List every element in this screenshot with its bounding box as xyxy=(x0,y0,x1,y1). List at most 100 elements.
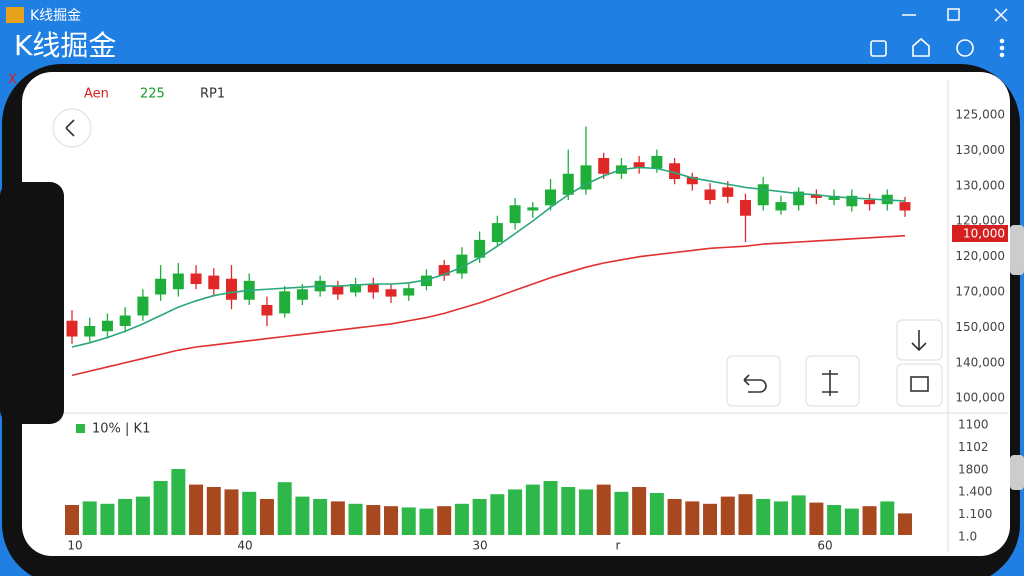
candle-body xyxy=(899,202,911,211)
header-icons[interactable] xyxy=(870,37,1005,58)
price-label: 140,000 xyxy=(955,355,1005,369)
undo-icon xyxy=(743,374,767,393)
ma-line xyxy=(71,234,906,377)
volume-bar xyxy=(561,487,576,535)
volume-bar xyxy=(472,499,487,535)
volume-bar xyxy=(898,513,912,535)
price-label: 125,000 xyxy=(955,108,1005,122)
volume-bar xyxy=(543,481,558,535)
back-icon xyxy=(65,119,75,137)
volume-bar xyxy=(65,505,79,535)
icon-menu[interactable] xyxy=(999,38,1005,44)
x-label: 60 xyxy=(817,539,832,553)
volume-bar xyxy=(171,469,186,535)
x-label: 10 xyxy=(67,539,82,553)
candle-body xyxy=(598,158,610,174)
volume-legend: 10% | K1 xyxy=(92,422,150,437)
volume-bar xyxy=(809,502,824,535)
icon-menu-dot xyxy=(999,45,1005,51)
volume-bar xyxy=(295,496,310,535)
volume-label: 1.400 xyxy=(958,485,992,499)
volume-bar xyxy=(632,487,647,535)
candle-body xyxy=(864,200,876,205)
icon-store[interactable] xyxy=(870,40,887,57)
price-label: 120,000 xyxy=(955,214,1005,228)
back-button[interactable] xyxy=(52,108,92,148)
volume-bar xyxy=(525,484,540,535)
candle-body xyxy=(403,288,415,296)
volume-legend-swatch xyxy=(76,424,85,433)
candle-body xyxy=(190,273,202,284)
price-label: 170,000 xyxy=(955,285,1005,299)
volume-bar xyxy=(614,491,629,535)
x-label: 30 xyxy=(472,539,487,553)
candle-body xyxy=(226,278,238,300)
candle-body xyxy=(491,223,503,242)
price-label: 120,000 xyxy=(955,249,1005,263)
chart-tools[interactable] xyxy=(726,319,943,407)
volume-bar xyxy=(490,494,505,535)
ma-line xyxy=(71,166,906,348)
legend-entry: 225 xyxy=(140,87,165,102)
candle-body xyxy=(793,191,805,206)
close[interactable] xyxy=(994,8,1008,22)
volume-label: 1100 xyxy=(958,418,989,432)
icon-home[interactable] xyxy=(912,37,930,57)
volume-bar xyxy=(791,495,806,535)
candle-body xyxy=(438,265,450,276)
volume-bar xyxy=(366,505,381,535)
volume-label: 1102 xyxy=(958,440,989,454)
volume-bar xyxy=(649,493,664,535)
volume-bar xyxy=(135,496,150,535)
candle-body xyxy=(562,173,574,195)
candle-body xyxy=(172,273,184,290)
volume-bar xyxy=(844,508,859,535)
volume-bar xyxy=(419,508,434,535)
download-icon xyxy=(911,330,927,352)
volume-bar xyxy=(437,506,452,535)
volume-bar xyxy=(596,484,611,535)
layout-button[interactable] xyxy=(896,363,943,407)
side-scroll[interactable] xyxy=(1010,225,1024,275)
candle-body xyxy=(279,291,291,314)
window-controls[interactable] xyxy=(902,8,1008,22)
candle-body xyxy=(155,278,167,295)
price-label: 130,000 xyxy=(955,143,1005,157)
price-tag: 10,000 xyxy=(963,227,1005,241)
side-scroll-lower[interactable] xyxy=(1010,455,1024,490)
volume-bar xyxy=(738,494,753,535)
candle-body xyxy=(119,315,131,326)
candle-body xyxy=(545,189,557,206)
candle-body xyxy=(66,320,78,337)
volume-bar xyxy=(153,481,168,535)
candle-body xyxy=(296,289,308,300)
volume-bar xyxy=(720,496,735,535)
volume-bar xyxy=(330,501,345,535)
volume-label: 1.0 xyxy=(958,530,977,544)
candle-body xyxy=(456,254,468,274)
icon-refresh[interactable] xyxy=(956,39,974,57)
price-tag-bg xyxy=(952,225,1008,242)
candle-body xyxy=(704,189,716,200)
volume-bar xyxy=(259,499,274,535)
fit-button[interactable] xyxy=(805,355,860,407)
volume-bar xyxy=(703,503,718,535)
candle-body xyxy=(474,239,486,258)
volume-bar xyxy=(189,484,204,535)
candle-body xyxy=(137,296,149,316)
volume-bar xyxy=(118,499,133,535)
plot: X Aen 225 RP1 10% | K1 125,000 130,000 130,000 1… xyxy=(8,73,1008,553)
undo-button[interactable] xyxy=(726,355,781,407)
volume-bar xyxy=(384,506,399,535)
candle-body xyxy=(261,305,273,316)
volume-label: 1.100 xyxy=(958,507,992,521)
price-label: 150,000 xyxy=(955,320,1005,334)
volume-bar xyxy=(827,505,842,535)
candle-body xyxy=(385,289,397,297)
maximize[interactable] xyxy=(947,8,960,21)
candle-body xyxy=(527,207,539,211)
candle-body xyxy=(350,284,362,293)
volume-bar xyxy=(100,503,115,535)
